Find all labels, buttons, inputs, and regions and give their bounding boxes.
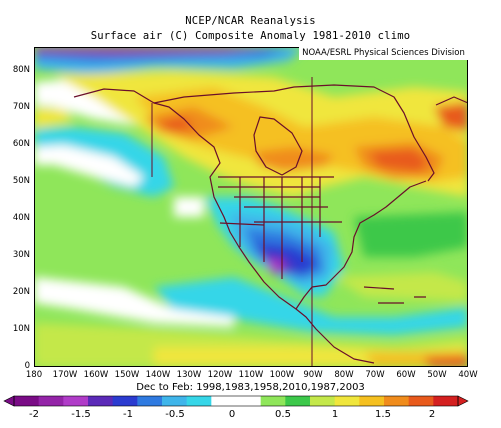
chart-subtitle: Surface air (C) Composite Anomaly 1981-2…: [90, 30, 411, 42]
lon-tick-label: 50W: [427, 370, 447, 380]
data-credit: NOAA/ESRL Physical Sciences Division: [299, 47, 468, 60]
colorbar-segment: [38, 396, 64, 406]
colorbar-segment: [433, 396, 459, 406]
colorbar-segment: [359, 396, 385, 406]
lat-tick-label: 60N: [12, 139, 30, 149]
colorbar-label: -2: [29, 409, 39, 420]
lon-tick-label: 80W: [334, 370, 354, 380]
colorbar-segment: [384, 396, 410, 406]
lat-tick-label: 30N: [12, 250, 30, 260]
colorbar-segment: [285, 396, 311, 406]
lat-tick-label: 80N: [12, 65, 30, 75]
lon-tick-label: 60W: [396, 370, 416, 380]
map-canvas: [34, 47, 468, 367]
colorbar-label: -1.5: [71, 409, 91, 420]
lat-tick-label: 10N: [12, 324, 30, 334]
colorbar-segment: [408, 396, 434, 406]
colorbar-label: 1: [331, 409, 339, 420]
colorbar-segment: [162, 396, 188, 406]
colorbar-segment: [260, 396, 286, 406]
colorbar-label: 0.5: [275, 409, 291, 420]
lat-tick-label: 20N: [12, 287, 30, 297]
lon-tick-label: 140W: [145, 370, 171, 380]
colorbar-segment: [211, 396, 237, 406]
colorbar-segment: [14, 396, 40, 406]
colorbar-segment: [63, 396, 89, 406]
lat-tick-label: 50N: [12, 176, 30, 186]
lon-tick-label: 40W: [458, 370, 478, 380]
colorbar-segment: [186, 396, 212, 406]
chart-title: NCEP/NCAR Reanalysis: [185, 15, 316, 27]
season-years-caption: Dec to Feb: 1998,1983,1958,2010,1987,200…: [136, 382, 365, 393]
lon-tick-label: 120W: [207, 370, 233, 380]
lon-tick-label: 70W: [365, 370, 385, 380]
colorbar-label: -0.5: [165, 409, 185, 420]
colorbar-segment: [236, 396, 262, 406]
colorbar-segment: [137, 396, 163, 406]
coastlines: [73, 77, 468, 367]
anomaly-map: [34, 47, 468, 367]
lon-tick-label: 150W: [114, 370, 140, 380]
lat-tick-label: 40N: [12, 213, 30, 223]
colorbar-left-arrow: [3, 395, 15, 407]
lon-tick-label: 170W: [52, 370, 78, 380]
colorbar-label: 2: [428, 409, 436, 420]
colorbar-label: 0: [228, 409, 236, 420]
lon-tick-label: 160W: [83, 370, 109, 380]
lat-tick-label: 70N: [12, 102, 30, 112]
colorbar-label: -1: [123, 409, 133, 420]
colorbar-segment: [88, 396, 114, 406]
lon-tick-label: 100W: [269, 370, 295, 380]
lon-tick-label: 110W: [238, 370, 264, 380]
lon-tick-label: 130W: [176, 370, 202, 380]
lat-tick-label: 0: [24, 361, 30, 371]
lon-tick-label: 90W: [303, 370, 323, 380]
anomaly-field: [34, 47, 468, 367]
colorbar-segment: [310, 396, 336, 406]
colorbar: [3, 395, 469, 407]
colorbar-segment: [334, 396, 360, 406]
colorbar-right-arrow: [457, 395, 469, 407]
colorbar-segment: [112, 396, 138, 406]
lon-tick-label: 180: [25, 370, 43, 380]
colorbar-label: 1.5: [375, 409, 391, 420]
colorbar-frame: [13, 395, 459, 407]
